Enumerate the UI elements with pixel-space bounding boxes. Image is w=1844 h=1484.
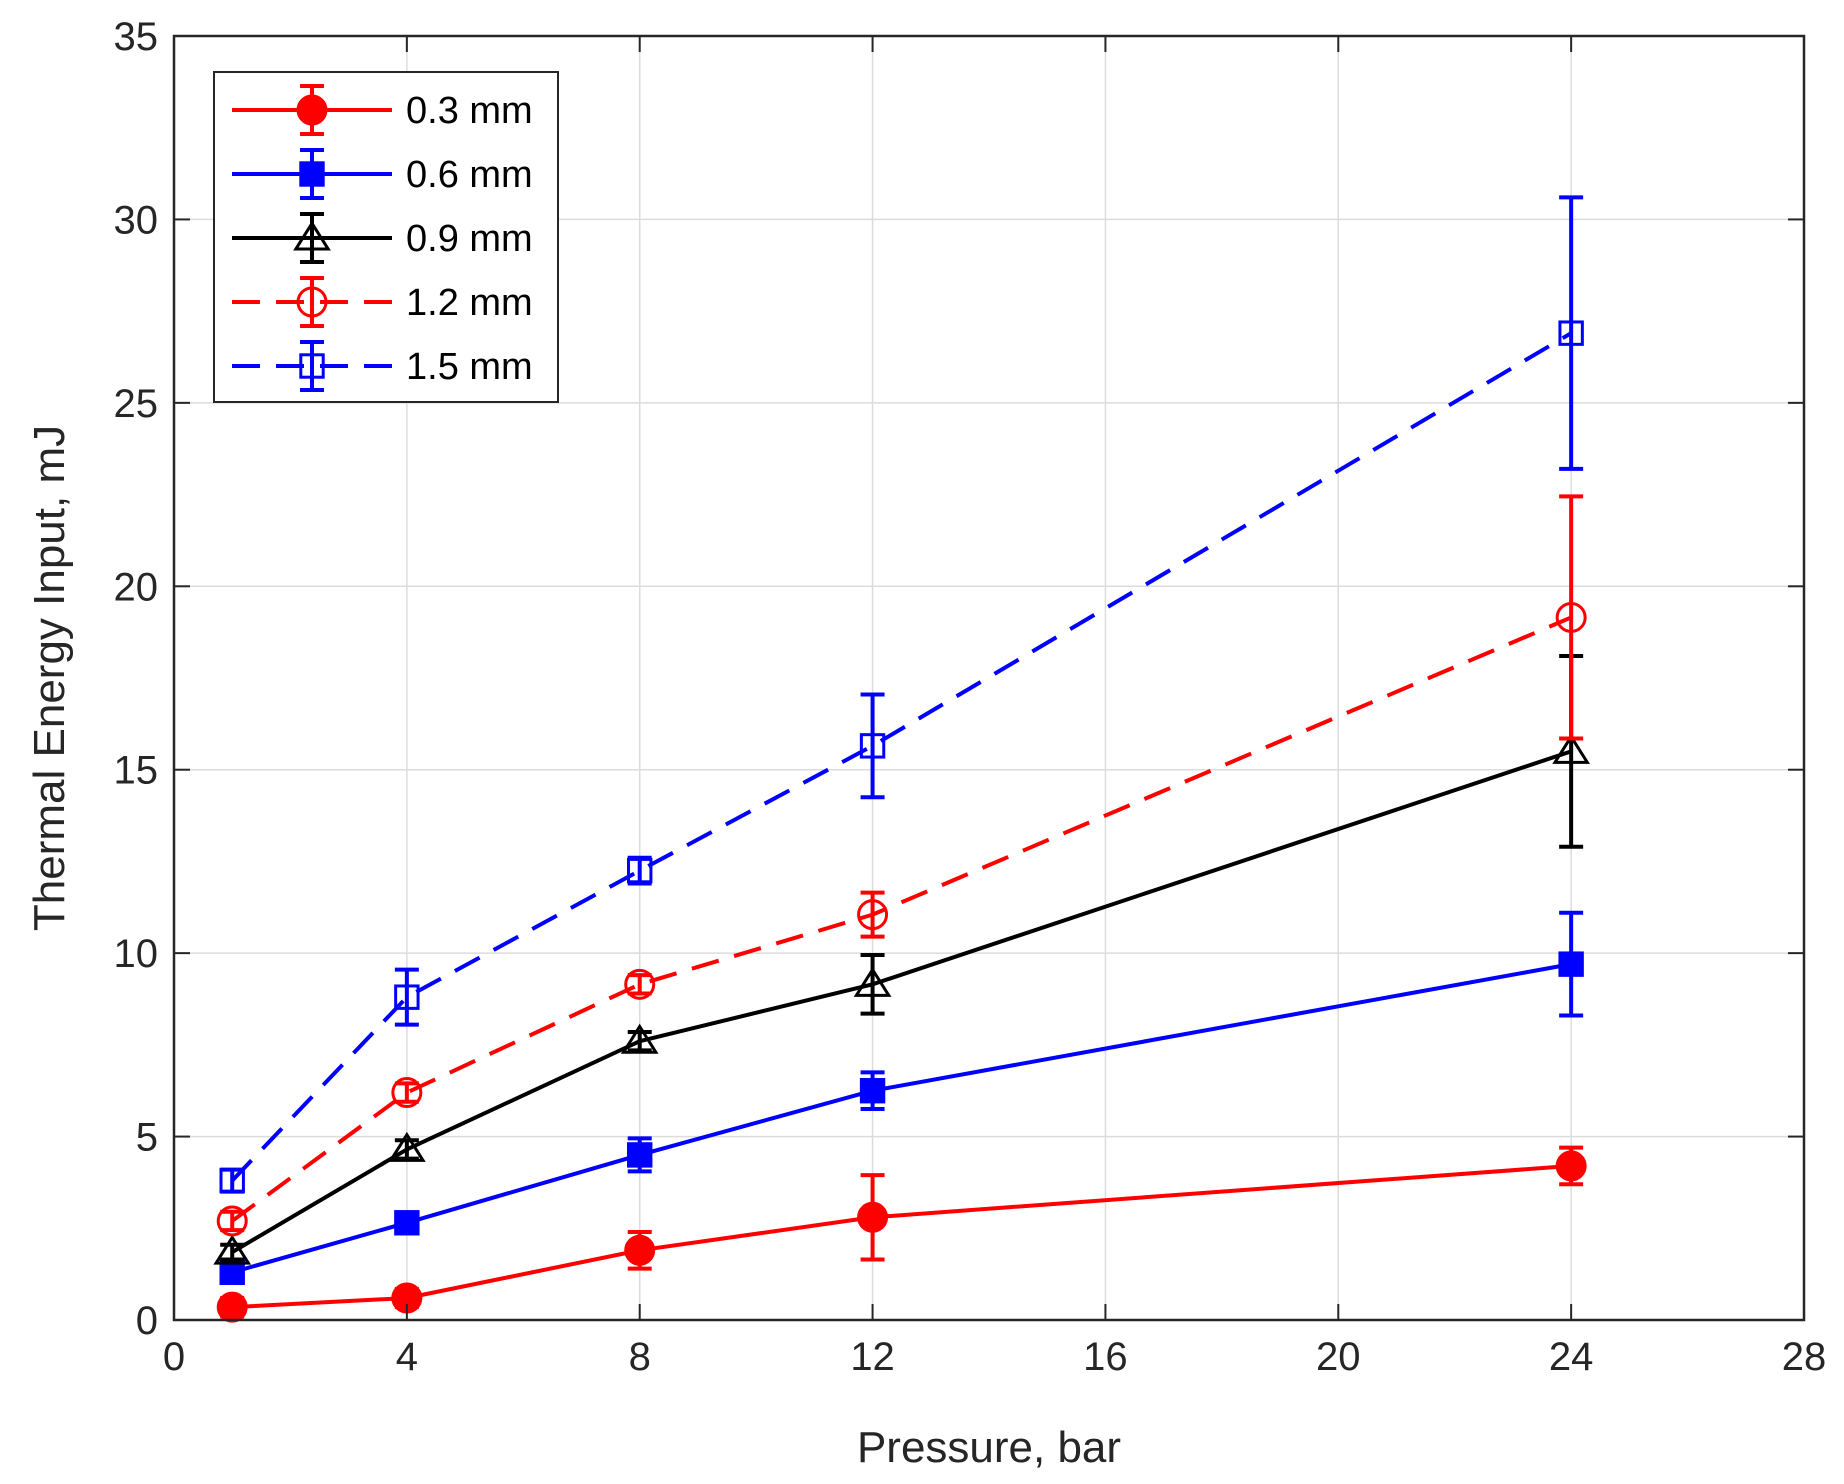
series-0-3-mm xyxy=(216,1145,1587,1323)
data-point xyxy=(1558,320,1584,346)
x-tick-label: 12 xyxy=(850,1335,895,1379)
legend-marker xyxy=(299,353,325,379)
data-point xyxy=(213,1234,252,1265)
data-point xyxy=(859,1078,886,1104)
x-tick-label: 16 xyxy=(1083,1335,1128,1379)
legend-marker xyxy=(299,161,325,187)
legend-marker xyxy=(296,286,328,318)
series-0-6-mm xyxy=(219,910,1584,1286)
data-series xyxy=(213,195,1591,1323)
data-point xyxy=(853,966,892,997)
y-axis-label: Thermal Energy Input, mJ xyxy=(25,425,74,931)
data-point xyxy=(624,968,656,1000)
data-point xyxy=(1555,601,1587,633)
data-point xyxy=(391,1077,423,1109)
y-tick-label: 35 xyxy=(114,15,159,59)
x-tick-label: 24 xyxy=(1549,1335,1594,1379)
y-tick-label: 25 xyxy=(114,382,159,426)
legend-marker xyxy=(296,94,328,126)
legend-entry: 1.5 mm xyxy=(232,340,533,392)
series-1-2-mm xyxy=(216,494,1587,1237)
data-point xyxy=(1558,951,1584,977)
legend-label: 1.2 mm xyxy=(406,282,533,324)
legend-marker xyxy=(293,220,331,251)
data-point xyxy=(857,1201,889,1233)
legend: 0.3 mm 0.6 mm 0.9 mm 1.2 mm 1.5 mm xyxy=(213,71,559,403)
legend-entry: 0.3 mm xyxy=(232,84,533,136)
data-point xyxy=(219,1167,245,1194)
y-tick-label: 30 xyxy=(114,198,159,242)
data-point xyxy=(216,1205,248,1237)
data-point xyxy=(394,984,420,1010)
plot-area-frame xyxy=(172,34,1806,1322)
legend-label: 0.6 mm xyxy=(406,154,533,196)
data-point xyxy=(1555,1150,1587,1182)
x-tick-label: 4 xyxy=(396,1335,418,1379)
data-point xyxy=(627,1142,653,1168)
data-point xyxy=(857,899,889,931)
legend-label: 0.3 mm xyxy=(406,90,533,132)
data-point xyxy=(387,1131,426,1162)
legend-entry: 1.2 mm xyxy=(232,276,533,328)
x-tick-label: 20 xyxy=(1316,1335,1361,1379)
y-tick-label: 15 xyxy=(114,749,159,793)
x-tick-label: 8 xyxy=(629,1335,651,1379)
data-point xyxy=(627,857,653,884)
x-tick-label: 0 xyxy=(163,1335,185,1379)
data-point xyxy=(216,1291,248,1323)
legend-label: 1.5 mm xyxy=(406,346,533,388)
data-point xyxy=(859,733,886,759)
series-0-9-mm xyxy=(213,653,1591,1265)
y-tick-label: 5 xyxy=(136,1116,158,1160)
x-axis-label: Pressure, bar xyxy=(857,1423,1121,1472)
axis-ticks: 0 4 8 12 16 20 24 28 0 5 10 15 20 25 30 35 xyxy=(114,15,1827,1379)
series-line xyxy=(231,615,1572,1223)
y-tick-label: 20 xyxy=(114,565,159,609)
y-tick-label: 0 xyxy=(136,1299,158,1343)
data-point xyxy=(620,1023,659,1054)
data-point xyxy=(1552,733,1591,764)
data-point xyxy=(624,1234,656,1266)
legend-entry: 0.6 mm xyxy=(232,148,533,200)
legend-label: 0.9 mm xyxy=(406,218,533,260)
legend-entry: 0.9 mm xyxy=(232,212,533,264)
x-tick-label: 28 xyxy=(1782,1335,1827,1379)
y-tick-label: 10 xyxy=(114,932,159,976)
data-point xyxy=(394,1210,420,1236)
series-1-5-mm xyxy=(219,195,1584,1194)
